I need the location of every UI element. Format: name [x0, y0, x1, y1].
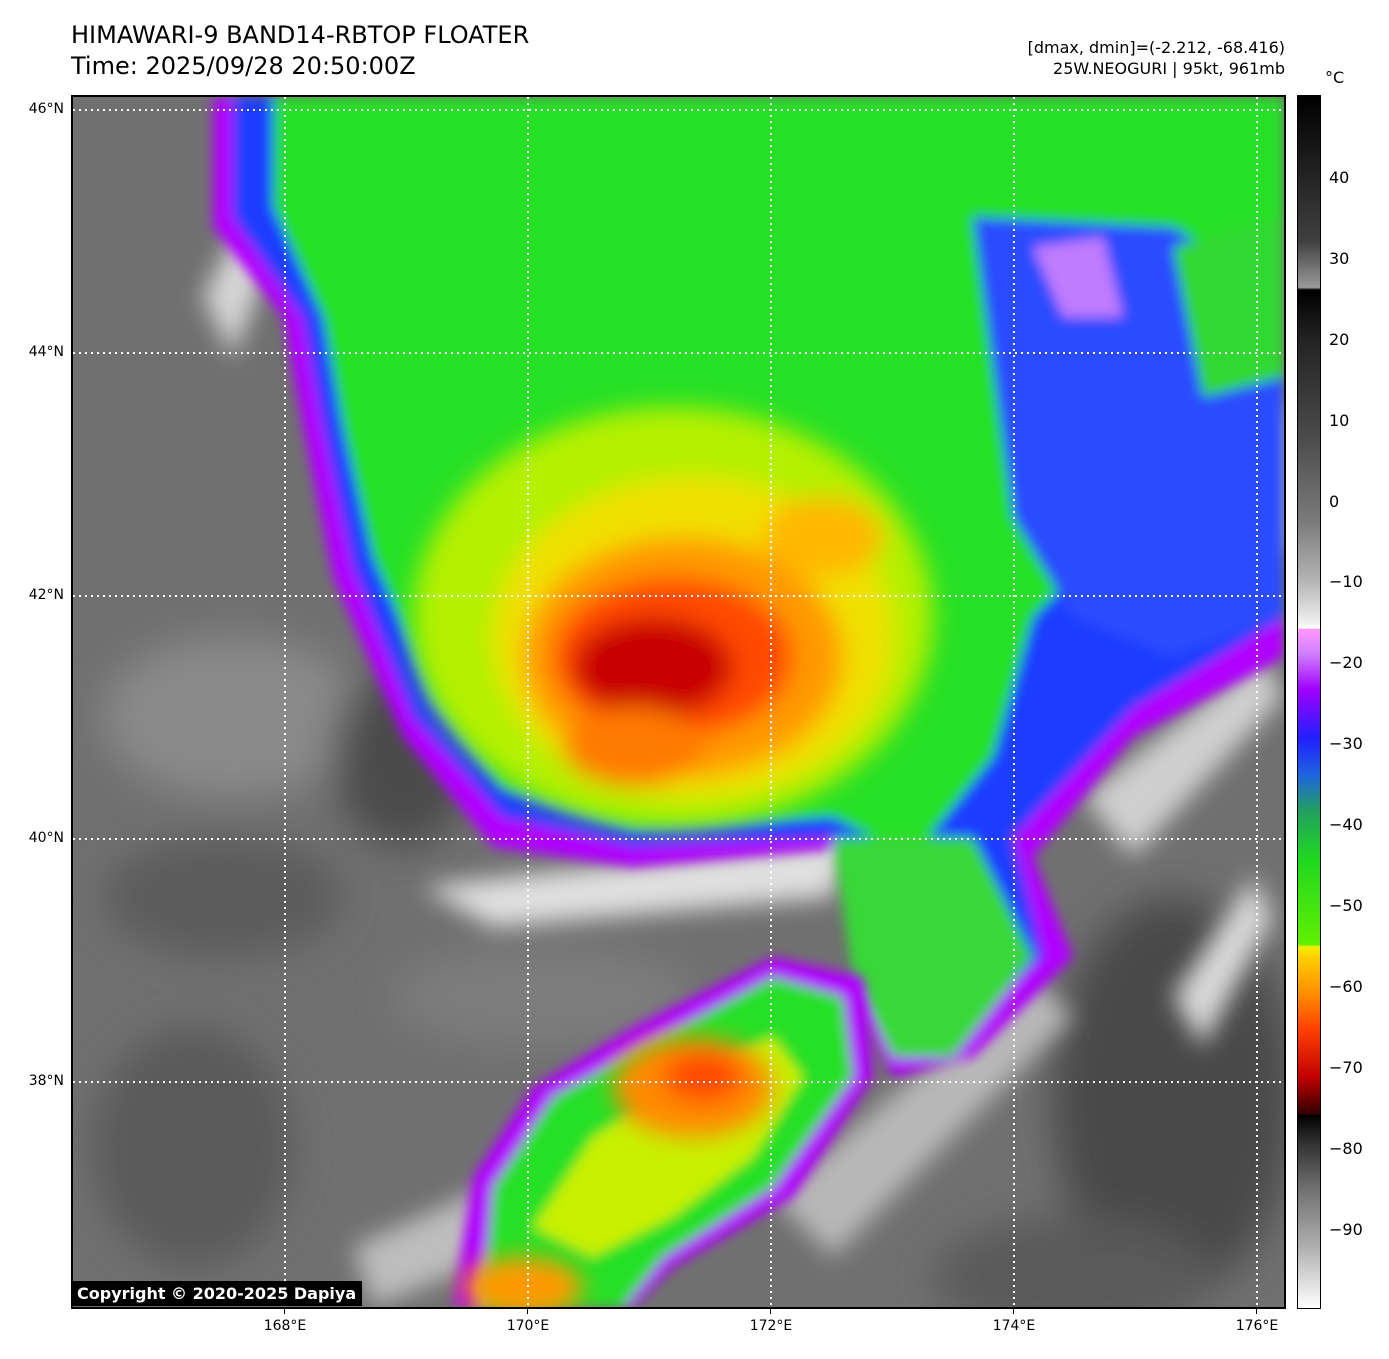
lon-label-172: 172°E [749, 1318, 793, 1334]
colorbar-tick-10: 10 [1329, 411, 1350, 430]
colorbar-tick-m50: −50 [1329, 896, 1363, 915]
x-tick [1256, 1309, 1257, 1314]
colorbar-tick-m40: −40 [1329, 815, 1363, 834]
x-tick [527, 1309, 528, 1314]
colorbar-tick-m10: −10 [1329, 572, 1363, 591]
timestamp: Time: 2025/09/28 20:50:00Z [71, 52, 416, 80]
lat-label-40: 40°N [28, 830, 64, 846]
colorbar-unit: °C [1325, 68, 1345, 87]
storm-info: 25W.NEOGURI | 95kt, 961mb [1053, 59, 1285, 78]
x-tick [770, 1309, 771, 1314]
colorbar [1297, 95, 1321, 1309]
lon-label-176: 176°E [1235, 1318, 1279, 1334]
lat-label-38: 38°N [28, 1073, 64, 1089]
lat-label-44: 44°N [28, 344, 64, 360]
colorbar-tick-m80: −80 [1329, 1139, 1363, 1158]
colorbar-tick-m60: −60 [1329, 977, 1363, 996]
lat-label-46: 46°N [28, 101, 64, 117]
colorbar-tick-30: 30 [1329, 249, 1350, 268]
satellite-map [71, 95, 1286, 1309]
colorbar-tick-20: 20 [1329, 330, 1350, 349]
lon-label-174: 174°E [992, 1318, 1036, 1334]
lon-label-170: 170°E [506, 1318, 550, 1334]
colorbar-tick-m70: −70 [1329, 1058, 1363, 1077]
satellite-imagery [73, 97, 1284, 1307]
colorbar-tick-m30: −30 [1329, 734, 1363, 753]
colorbar-tick-40: 40 [1329, 168, 1350, 187]
graticule [73, 97, 1284, 1307]
lat-label-42: 42°N [28, 587, 64, 603]
x-tick [284, 1309, 285, 1314]
colorbar-tick-0: 0 [1329, 492, 1340, 511]
background-texture [93, 637, 1284, 1307]
colorbar-tick-m20: −20 [1329, 653, 1363, 672]
colorbar-tick-m90: −90 [1329, 1220, 1363, 1239]
x-tick [1013, 1309, 1014, 1314]
lon-label-168: 168°E [263, 1318, 307, 1334]
dmax-dmin-text: [dmax, dmin]=(-2.212, -68.416) [1027, 38, 1285, 57]
copyright-badge: Copyright © 2020-2025 Dapiya [71, 1281, 363, 1306]
chart-title: HIMAWARI-9 BAND14-RBTOP FLOATER [71, 21, 530, 49]
